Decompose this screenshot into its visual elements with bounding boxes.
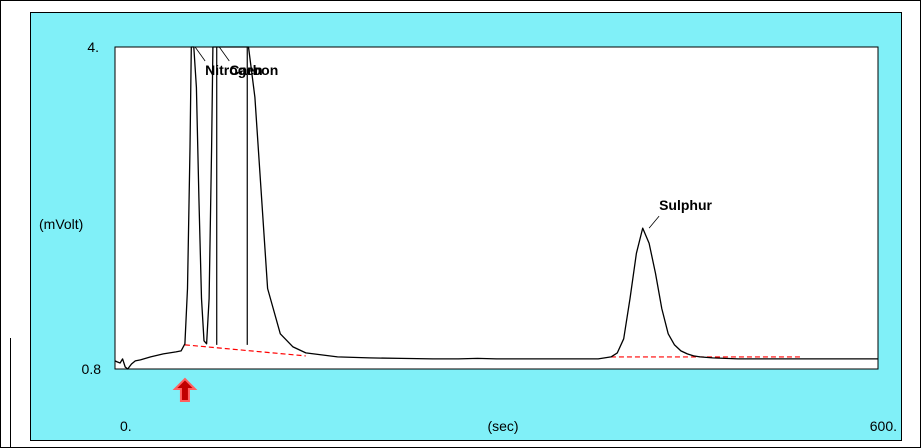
injection-arrow-icon[interactable] <box>172 377 198 402</box>
peak-label: Sulphur <box>659 197 712 213</box>
y-tick-label-max: 4. <box>87 39 99 55</box>
left-edge-line <box>10 338 11 448</box>
peak-leaders <box>194 46 660 229</box>
y-axis-label: (mVolt) <box>39 216 83 232</box>
signal-trace <box>114 46 878 370</box>
y-tick-label-min: 0.8 <box>82 361 102 377</box>
x-axis-label: (sec) <box>487 418 518 434</box>
x-tick-label-max: 600. <box>870 418 897 434</box>
plot-area <box>114 46 879 370</box>
peak-cut-lines <box>216 47 248 345</box>
injection-arrow-shape <box>172 377 198 402</box>
peak-baseline <box>184 344 306 357</box>
peak-label: Carbon <box>229 62 278 78</box>
peak-label: Nitrogen <box>205 62 263 78</box>
peak-leader-line <box>648 215 660 229</box>
x-tick-label-min: 0. <box>120 418 132 434</box>
peak-leader-line <box>194 46 206 62</box>
peak-leader-line <box>218 46 230 62</box>
peak-baselines <box>184 344 802 358</box>
